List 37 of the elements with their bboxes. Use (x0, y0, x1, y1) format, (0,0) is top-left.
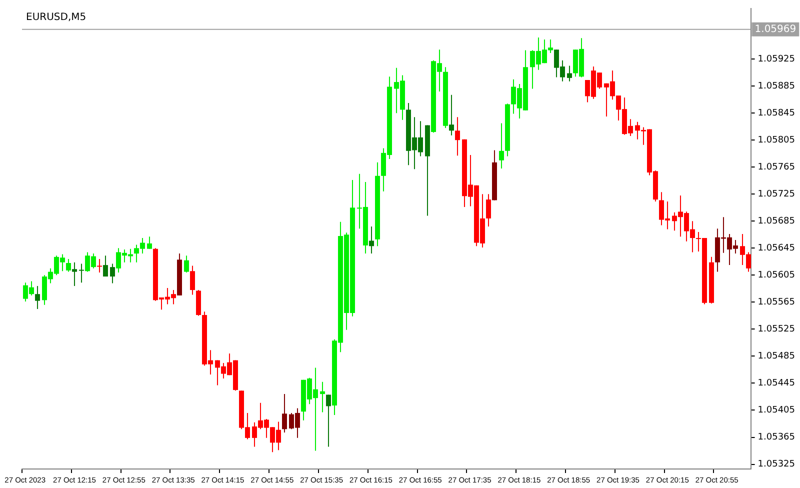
candlestick (486, 194, 491, 228)
y-tick-label: 1.05565 (758, 298, 795, 308)
candlestick (499, 122, 504, 169)
y-tick-label: 1.05925 (758, 54, 795, 64)
candlestick (449, 94, 454, 136)
y-tick-label: 1.05685 (758, 216, 795, 226)
y-tick-label: 1.05485 (758, 352, 795, 362)
chart-title: EURUSD,M5 (26, 12, 86, 23)
candlestick (320, 381, 325, 413)
y-tick-label: 1.05725 (758, 189, 795, 200)
y-tick-label: 1.05445 (758, 378, 795, 389)
y-tick-label: 1.05605 (758, 270, 795, 281)
candlestick (79, 263, 84, 284)
candlestick (455, 116, 460, 156)
y-tick-label: 1.05645 (758, 244, 795, 254)
candlestick (66, 258, 71, 272)
candlestick (72, 262, 77, 286)
y-tick-label: 1.05805 (758, 135, 795, 146)
candlestick (110, 263, 115, 284)
y-tick-label: 1.05365 (758, 432, 795, 443)
y-tick-label: 1.05525 (758, 324, 795, 335)
y-tick-label: 1.05885 (758, 81, 795, 92)
candlestick (190, 265, 195, 296)
candlestick (184, 255, 189, 273)
y-tick-label: 1.05405 (758, 406, 795, 416)
candlestick (97, 258, 102, 273)
y-tick-label: 1.05325 (758, 460, 795, 470)
candlestick (326, 394, 331, 448)
ref-line-label: 1.05969 (754, 24, 796, 35)
y-tick-label: 1.05845 (758, 108, 795, 118)
y-tick-label: 1.05765 (758, 162, 795, 172)
candlestick (35, 285, 40, 310)
candlestick (369, 226, 374, 254)
candlestick (567, 65, 572, 82)
candlestick (103, 255, 108, 278)
candlestick (282, 394, 287, 434)
candlestick (147, 236, 152, 250)
